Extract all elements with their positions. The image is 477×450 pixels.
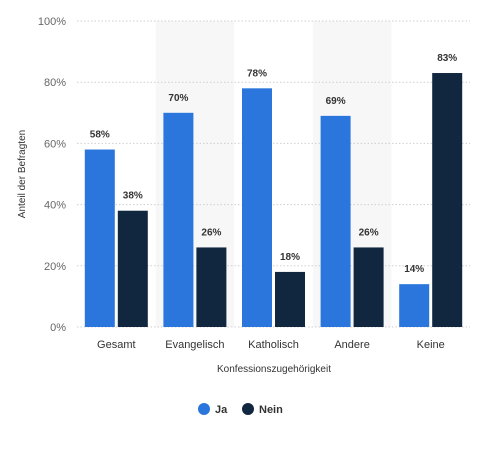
bar-ja-gesamt [84,149,115,327]
legend-label-ja: Ja [215,404,228,416]
y-axis-ticks: 0% 20% 40% 60% 80% 100% [38,16,66,334]
data-label: 70% [168,93,188,104]
data-label: 18% [280,252,300,263]
x-category-label: Katholisch [248,339,299,351]
data-label: 26% [201,227,221,238]
data-label: 69% [326,96,346,107]
legend-marker-ja [198,403,210,415]
bar-ja-andere [320,115,351,327]
data-label: 83% [437,53,457,64]
data-labels: 58% 70% 78% 69% 14% 38% 26% 18% 26% 83% [90,53,458,275]
x-category-label: Andere [334,339,369,351]
y-tick-label: 0% [50,322,66,334]
bar-ja-keine [399,284,430,327]
bar-nein-gesamt [117,210,148,327]
data-label: 26% [359,227,379,238]
data-label: 38% [123,191,143,202]
x-axis-categories: Gesamt Evangelisch Katholisch Andere Keine [97,339,445,351]
x-category-label: Keine [417,339,445,351]
bar-nein-andere [353,247,384,327]
legend-label-nein: Nein [259,404,283,416]
bar-nein-evangelisch [196,247,227,327]
bar-nein-keine [432,73,463,328]
data-label: 58% [90,130,110,141]
y-tick-label: 40% [44,200,66,212]
y-tick-label: 20% [44,261,66,273]
y-tick-label: 80% [44,77,66,89]
data-label: 14% [404,264,424,275]
x-category-label: Evangelisch [165,339,224,351]
data-label: 78% [247,68,267,79]
legend: Ja Nein [198,403,283,416]
bar-ja-katholisch [242,88,272,327]
bars [84,73,463,328]
bar-ja-evangelisch [163,112,194,327]
legend-marker-nein [242,403,254,415]
gridlines [77,20,470,328]
bar-nein-katholisch [275,271,305,327]
y-tick-label: 100% [38,16,66,28]
y-axis-title: Anteil der Befragten [17,130,28,218]
x-axis-title: Konfessionszugehörigkeit [217,364,331,375]
x-category-label: Gesamt [97,339,136,351]
y-tick-label: 60% [44,138,66,150]
